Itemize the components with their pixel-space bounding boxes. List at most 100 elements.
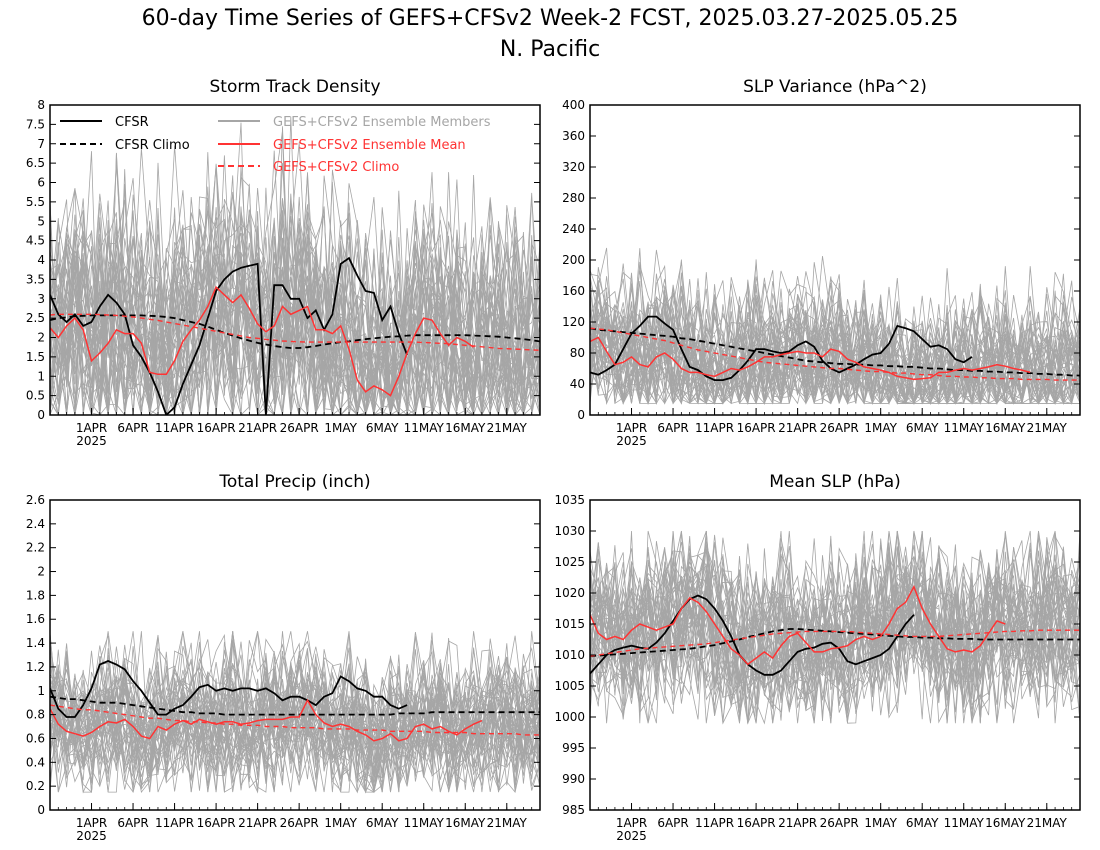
member-line [50,199,540,415]
y-tick-label: 0 [37,803,45,817]
x-tick-label: 11MAY [944,421,985,435]
y-tick-label: 1.4 [26,636,45,650]
x-tick-label: 26APR [280,421,319,435]
x-tick-label: 6MAY [366,421,399,435]
x-tick-label: 1APR [616,421,647,435]
y-tick-label: 1000 [554,710,585,724]
y-tick-label: 1020 [554,586,585,600]
member-line [590,535,1080,724]
member-line [50,122,540,415]
y-tick-label: 1035 [554,493,585,507]
series-cfsr [590,315,973,382]
x-tick-label: 1MAY [324,816,357,830]
y-tick-label: 2 [37,565,45,579]
x-tick-label: 6APR [657,816,688,830]
ensemble-members [50,631,540,794]
member-line [590,286,1080,405]
x-tick-label: 16APR [197,816,236,830]
y-tick-label: 4.5 [26,234,45,248]
y-tick-label: 2.5 [26,311,45,325]
x-tick-label: 16MAY [985,816,1026,830]
y-tick-label: 280 [562,191,585,205]
member-line [590,298,1080,405]
x-tick-label: 11APR [695,816,734,830]
x-tick-label: 16MAY [445,421,486,435]
legend-label: GEFS+CFSv2 Ensemble Members [273,115,491,130]
x-year-label: 2025 [76,829,107,843]
y-tick-label: 8 [37,98,45,112]
y-tick-label: 7.5 [26,117,45,131]
series-cfsr-climo [50,695,540,716]
y-tick-label: 990 [562,772,585,786]
series-cfsr-climo [590,628,1080,658]
member-line [590,530,1080,724]
legend-label: GEFS+CFSv2 Climo [273,160,399,175]
y-tick-label: 1 [37,684,45,698]
y-tick-label: 0 [37,408,45,422]
y-tick-label: 1015 [554,617,585,631]
legend-label: CFSR [115,115,149,130]
x-tick-label: 6MAY [366,816,399,830]
series-gefs-cfsv2-ensemble-mean [50,285,475,397]
figure-title: 60-day Time Series of GEFS+CFSv2 Week-2 … [142,6,959,31]
x-tick-label: 16APR [737,421,776,435]
member-line [590,543,1080,724]
y-tick-label: 0 [577,408,585,422]
member-line [50,631,540,775]
y-tick-label: 1010 [554,648,585,662]
member-line [590,530,1080,709]
x-tick-label: 21APR [778,421,817,435]
x-tick-label: 21APR [238,421,277,435]
y-tick-label: 7 [37,137,45,151]
x-tick-label: 16MAY [985,421,1026,435]
member-line [590,530,1080,724]
y-tick-label: 2 [37,331,45,345]
member-line [590,530,1080,725]
y-tick-label: 985 [562,803,585,817]
x-tick-label: 11APR [155,421,194,435]
x-tick-label: 1MAY [864,421,897,435]
series-gefs-cfsv2-climo [50,704,540,736]
x-tick-label: 1APR [616,816,647,830]
y-tick-label: 1.8 [26,588,45,602]
x-tick-label: 1APR [76,816,107,830]
x-tick-label: 26APR [820,816,859,830]
member-line [50,193,540,415]
y-tick-label: 1.5 [26,350,45,364]
x-tick-label: 11MAY [404,816,445,830]
x-tick-label: 16APR [737,816,776,830]
x-tick-label: 6APR [657,421,688,435]
y-tick-label: 240 [562,222,585,236]
legend: CFSR CFSR Climo GEFS+CFSv2 Ensemble Member… [60,115,491,175]
y-tick-label: 0.6 [26,731,45,745]
series-gefs-cfsv2-ensemble-mean [50,698,483,742]
member-line [590,273,1080,405]
series-cfsr-climo [590,327,1080,377]
member-line [590,540,1080,716]
member-line [50,631,540,782]
y-tick-label: 995 [562,741,585,755]
panel-title: Storm Track Density [209,77,380,97]
x-tick-label: 21MAY [1027,421,1068,435]
panels: Storm Track Density 0 0.5 1 1.5 2 2.5 3 3.5 4 4.5 5… [26,77,1081,843]
y-tick-label: 0.4 [26,755,45,769]
member-line [50,650,540,793]
x-tick-label: 26APR [280,816,319,830]
series-cfsr-climo [50,314,540,349]
series-gefs-cfsv2-climo [50,313,540,351]
y-tick-label: 120 [562,315,585,329]
y-tick-label: 1.6 [26,612,45,626]
x-tick-label: 6APR [117,421,148,435]
x-tick-label: 21APR [778,816,817,830]
member-line [590,287,1080,405]
x-tick-label: 6MAY [906,421,939,435]
y-tick-label: 6 [37,176,45,190]
member-line [50,229,540,415]
y-tick-label: 1 [37,369,45,383]
series-cfsr [50,256,408,415]
plot-frame [49,499,541,811]
member-line [50,632,540,793]
y-tick-label: 0.8 [26,708,45,722]
x-tick-label: 11MAY [404,421,445,435]
